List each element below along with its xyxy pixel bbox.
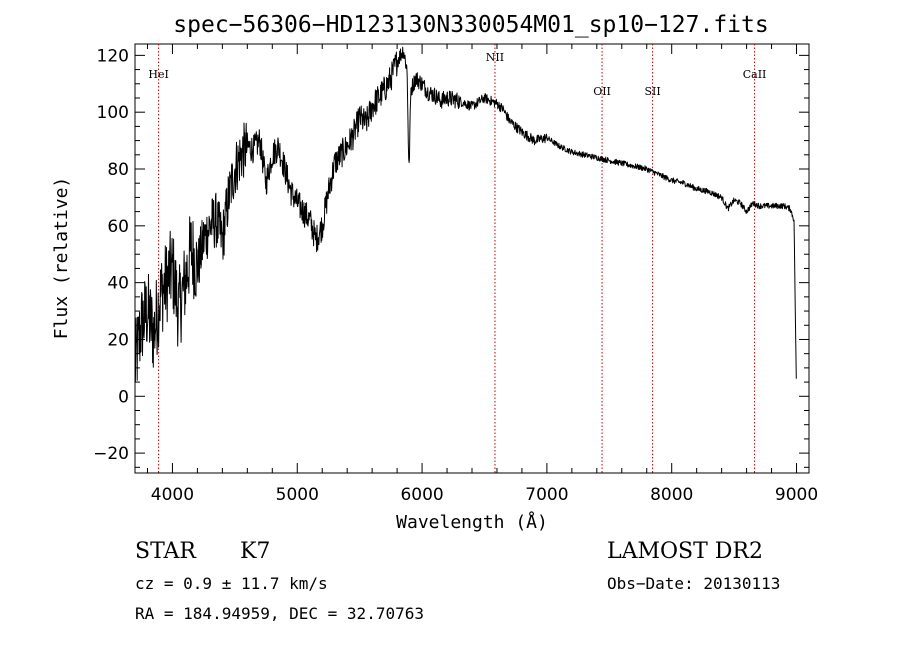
y-tick-label: 80	[107, 160, 129, 180]
series-layer	[134, 46, 797, 383]
y-tick-label: 40	[107, 274, 129, 294]
object-type: STAR	[135, 539, 197, 564]
y-axis-ticks: −20 0 20 40 60 80 100 120	[93, 46, 809, 468]
object-subclass: K7	[240, 539, 270, 564]
x-tick-label: 8000	[650, 485, 693, 505]
x-tick-label: 9000	[775, 485, 818, 505]
redshift-cz: cz = 0.9 ± 11.7 km/s	[135, 574, 328, 593]
y-tick-label: 120	[97, 46, 129, 66]
x-axis-label: Wavelength (Å)	[396, 511, 548, 533]
spectral-line-label: CaII	[743, 68, 767, 81]
survey-name: LAMOST DR2	[607, 539, 763, 564]
x-axis-ticks: 4000 5000 6000 7000 8000 9000	[146, 44, 818, 505]
x-tick-label: 4000	[151, 485, 194, 505]
spectrum-line	[134, 46, 797, 383]
y-tick-label: 0	[118, 387, 129, 407]
spectral-line-label: SII	[644, 85, 660, 98]
y-axis-label: Flux (relative)	[51, 177, 72, 340]
y-tick-label: 20	[107, 330, 129, 350]
x-tick-label: 7000	[525, 485, 568, 505]
coordinates: RA = 184.94959, DEC = 32.70763	[135, 604, 424, 623]
x-tick-label: 6000	[400, 485, 443, 505]
spectral-line-label: OII	[593, 85, 611, 98]
plot-frame	[134, 43, 810, 474]
spectral-line-markers: HeI NII OII SII CaII	[148, 44, 766, 473]
spectral-line-label: NII	[486, 51, 504, 64]
x-tick-label: 5000	[276, 485, 319, 505]
observation-date: Obs−Date: 20130113	[607, 574, 780, 593]
y-tick-label: 60	[107, 217, 129, 237]
y-tick-label: 100	[97, 103, 129, 123]
chart-title: spec−56306−HD123130N330054M01_sp10−127.f…	[173, 12, 768, 38]
spectral-line-label: HeI	[148, 68, 168, 81]
y-tick-label: −20	[93, 444, 129, 464]
